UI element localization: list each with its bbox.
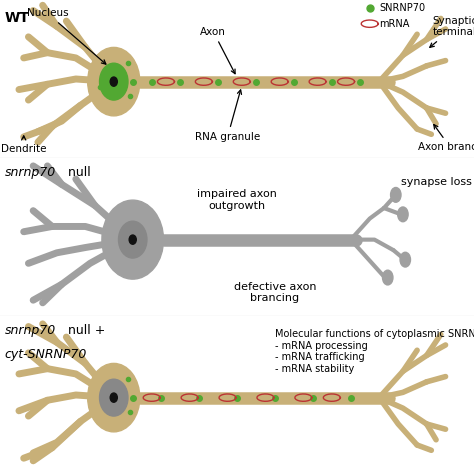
Ellipse shape bbox=[100, 63, 128, 100]
Text: Molecular functions of cytoplasmic SNRNP70:
- mRNA processing
- mRNA trafficking: Molecular functions of cytoplasmic SNRNP… bbox=[275, 329, 474, 374]
Ellipse shape bbox=[110, 393, 118, 402]
Text: null +: null + bbox=[64, 324, 105, 337]
Text: Axon branch: Axon branch bbox=[418, 125, 474, 153]
Text: null: null bbox=[64, 166, 91, 179]
Text: synapse loss: synapse loss bbox=[401, 177, 472, 187]
Ellipse shape bbox=[383, 270, 393, 285]
Ellipse shape bbox=[398, 207, 408, 222]
Ellipse shape bbox=[129, 235, 137, 244]
Text: Dendrite: Dendrite bbox=[1, 136, 46, 154]
Text: defective axon
brancing: defective axon brancing bbox=[234, 282, 316, 303]
Ellipse shape bbox=[88, 364, 140, 432]
Text: mRNA: mRNA bbox=[379, 18, 410, 29]
Text: Synaptic
terminal: Synaptic terminal bbox=[430, 16, 474, 47]
Ellipse shape bbox=[400, 252, 410, 267]
Ellipse shape bbox=[88, 47, 140, 116]
Ellipse shape bbox=[110, 77, 118, 86]
Text: RNA granule: RNA granule bbox=[195, 90, 260, 142]
Text: WT: WT bbox=[5, 10, 29, 25]
Ellipse shape bbox=[391, 188, 401, 202]
Ellipse shape bbox=[102, 200, 164, 279]
Ellipse shape bbox=[118, 221, 147, 258]
Text: Nucleus: Nucleus bbox=[27, 8, 106, 64]
Text: impaired axon
outgrowth: impaired axon outgrowth bbox=[197, 189, 277, 211]
Text: cyt-SNRNP70: cyt-SNRNP70 bbox=[5, 347, 87, 361]
Text: Axon: Axon bbox=[201, 27, 235, 74]
Ellipse shape bbox=[100, 379, 128, 416]
Text: snrnp70: snrnp70 bbox=[5, 166, 56, 179]
Text: snrnp70: snrnp70 bbox=[5, 324, 56, 337]
Text: SNRNP70: SNRNP70 bbox=[379, 3, 425, 13]
